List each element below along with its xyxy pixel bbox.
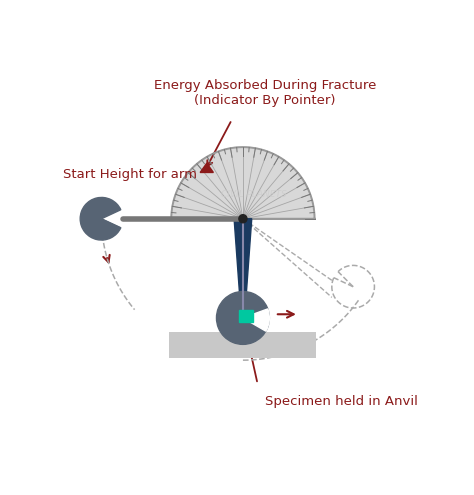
Text: Start Height for arm: Start Height for arm — [63, 168, 197, 181]
Bar — [169, 332, 316, 358]
Wedge shape — [243, 309, 269, 331]
Wedge shape — [80, 198, 121, 240]
Bar — [239, 310, 253, 322]
Polygon shape — [234, 219, 252, 310]
Polygon shape — [200, 163, 213, 172]
Text: Specimen held in Anvil: Specimen held in Anvil — [265, 395, 418, 408]
Circle shape — [239, 215, 247, 223]
Text: CIVIL PLANETS: CIVIL PLANETS — [221, 191, 287, 199]
Polygon shape — [171, 147, 315, 219]
Wedge shape — [217, 292, 269, 345]
Text: Energy Absorbed During Fracture
(Indicator By Pointer): Energy Absorbed During Fracture (Indicat… — [154, 79, 376, 107]
